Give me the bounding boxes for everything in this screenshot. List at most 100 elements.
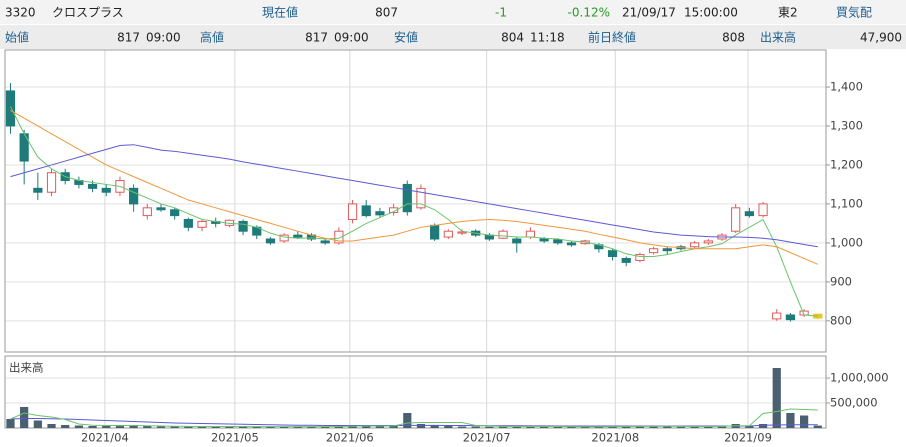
candle-body: [320, 240, 330, 244]
y-tick-label: 1,300: [830, 118, 863, 132]
candle-body: [566, 242, 577, 246]
value: 11:18: [530, 31, 565, 45]
candle-body: [430, 224, 440, 240]
volume-bar: [280, 426, 289, 428]
value: 817: [305, 31, 328, 45]
volume-bar: [156, 426, 166, 428]
volume-bar: [430, 425, 439, 428]
volume-bar: [47, 424, 56, 428]
volume-bar: [225, 426, 234, 428]
volume-bar: [512, 426, 521, 428]
candle-body: [197, 220, 207, 228]
candle-body: [101, 187, 111, 193]
candle-body: [156, 207, 166, 211]
candle-body: [607, 250, 618, 258]
candle-body: [635, 254, 645, 261]
volume-bar: [321, 426, 330, 428]
value: 47,900: [860, 31, 902, 45]
value: -0.12%: [568, 6, 610, 20]
candle-body: [758, 203, 768, 217]
y-tick-label: 1,100: [830, 196, 863, 210]
candle-body: [457, 231, 467, 234]
header-row: [0, 0, 906, 24]
candle-body: [621, 257, 631, 263]
candle-body: [347, 203, 358, 221]
candle-body: [416, 187, 426, 209]
volume-bar: [567, 427, 576, 428]
candle-body: [402, 183, 412, 213]
volume-bar: [813, 425, 822, 428]
y-tick-label: 800: [830, 313, 852, 327]
candle-body: [87, 183, 98, 189]
candle-body: [703, 240, 713, 244]
label: 前日終値: [588, 30, 636, 45]
candle-body: [334, 230, 344, 244]
y-tick-label: 1,400: [830, 80, 863, 94]
volume-bar: [416, 424, 426, 428]
x-tick-label: 2021/06: [326, 431, 374, 445]
candle-body: [731, 207, 741, 232]
moving-average: [10, 408, 818, 428]
volume-bar: [471, 426, 480, 428]
volume-bar: [307, 426, 316, 428]
price-frame: [4, 49, 827, 353]
volume-bar: [266, 426, 275, 428]
candle-body: [512, 238, 522, 244]
candle-body: [772, 312, 782, 320]
y-tick-label: 1,000: [830, 235, 863, 249]
value: 09:00: [146, 31, 181, 45]
volume-bar: [663, 426, 672, 428]
volume-bar: [498, 426, 508, 428]
label: 始値: [5, 30, 29, 45]
volume-bar: [403, 413, 412, 428]
volume-bar: [143, 426, 152, 428]
y-tick-label: 1,000,000: [830, 371, 889, 385]
candle-body: [539, 238, 549, 242]
volume-bar: [540, 426, 549, 428]
x-tick-label: 2021/05: [211, 431, 259, 445]
candle-body: [785, 314, 796, 321]
volume-bar: [717, 426, 727, 428]
value: -1: [495, 6, 507, 20]
volume-bar: [553, 426, 562, 428]
volume-frame: [4, 355, 827, 429]
candle-body: [744, 211, 754, 217]
value: 804: [501, 31, 524, 45]
candle-body: [375, 211, 385, 216]
label: 買気配: [836, 5, 872, 20]
volume-bar: [745, 425, 754, 428]
volume-bar: [444, 426, 453, 428]
candle-body: [361, 205, 371, 217]
code: 3320: [5, 6, 36, 20]
candle-body: [498, 230, 508, 239]
candle-body: [238, 220, 248, 232]
volume-bar: [457, 426, 467, 428]
label: 高値: [200, 30, 224, 45]
candle-body: [46, 172, 57, 193]
candle-body: [648, 248, 659, 254]
candle-body: [279, 234, 289, 242]
candle-body: [389, 207, 399, 213]
x-tick-label: 2021/09: [724, 431, 772, 445]
volume-bar: [758, 424, 768, 428]
volume-bar: [362, 426, 371, 428]
volume-bar: [238, 426, 248, 428]
volume-bar: [581, 427, 590, 428]
label: 安値: [394, 30, 418, 45]
volume-bar: [485, 426, 494, 428]
volume-bar: [33, 420, 42, 428]
volume-bar: [211, 426, 220, 428]
name: クロスプラス: [52, 6, 124, 20]
volume-bar: [622, 426, 631, 428]
volume-bar: [197, 426, 207, 428]
candle-body: [183, 219, 193, 228]
value: 東2: [778, 6, 798, 20]
candle-body: [690, 242, 700, 248]
candle-body: [142, 207, 152, 217]
y-tick-label: 1,200: [830, 157, 863, 171]
header-row: [0, 25, 906, 49]
volume-bar: [704, 426, 713, 428]
volume-bar: [594, 426, 603, 428]
